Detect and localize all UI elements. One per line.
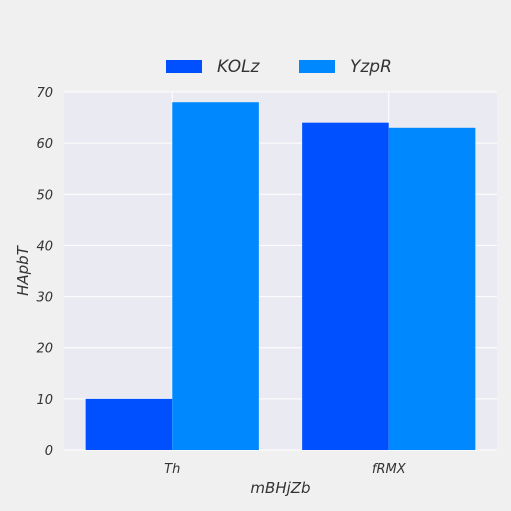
x-axis-title: mBHjZb (250, 479, 310, 497)
bars (85, 102, 476, 451)
bar-YzpR-Th (172, 102, 259, 450)
x-tick-label: Th (164, 462, 180, 477)
x-tick-label: fRMX (372, 462, 407, 477)
legend-swatch (166, 60, 202, 73)
y-tick-label: 30 (36, 291, 53, 306)
y-tick-label: 10 (36, 393, 53, 408)
legend: KOLz YzpR (166, 57, 392, 77)
bar-YzpR-fRMX (388, 127, 476, 451)
y-tick-label: 60 (36, 137, 53, 152)
y-tick-label: 20 (36, 342, 53, 357)
y-axis-title: HApbT (14, 244, 32, 296)
y-tick-label: 50 (36, 188, 53, 203)
legend-label: YzpR (350, 57, 392, 77)
legend-label: KOLz (217, 57, 261, 77)
y-tick-label: 70 (36, 86, 53, 101)
y-axis-ticks: 0 10 20 30 40 50 60 70 (36, 86, 53, 459)
legend-swatch (299, 60, 335, 73)
bar-KOLz-fRMX (302, 122, 389, 450)
x-axis-ticks: Th fRMX (164, 462, 407, 477)
bar-KOLz-Th (85, 398, 173, 450)
y-tick-label: 40 (36, 239, 53, 254)
y-tick-label: 0 (45, 444, 53, 459)
